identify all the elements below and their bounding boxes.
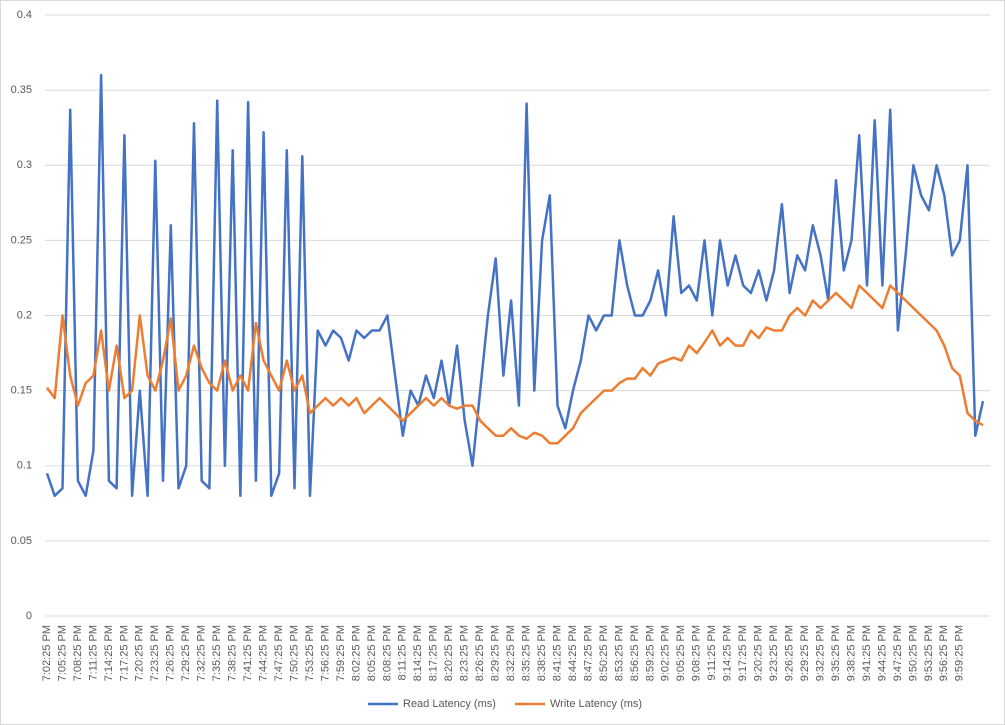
x-tick-label: 8:56:25 PM	[629, 625, 641, 681]
x-tick-label: 9:14:25 PM	[722, 625, 734, 681]
y-tick-label: 0	[26, 610, 32, 622]
x-tick-label: 9:38:25 PM	[845, 625, 857, 681]
x-tick-label: 8:53:25 PM	[613, 625, 625, 681]
x-tick-label: 7:59:25 PM	[335, 625, 347, 681]
x-tick-label: 7:47:25 PM	[273, 625, 285, 681]
x-tick-label: 7:38:25 PM	[227, 625, 239, 681]
x-tick-label: 8:23:25 PM	[459, 625, 471, 681]
x-tick-label: 7:56:25 PM	[319, 625, 331, 681]
x-tick-label: 9:11:25 PM	[706, 625, 718, 680]
x-tick-label: 8:17:25 PM	[428, 625, 440, 681]
data-line	[45, 284, 984, 445]
x-tick-label: 8:35:25 PM	[521, 625, 533, 681]
x-tick-label: 7:14:25 PM	[103, 625, 115, 681]
x-tick-label: 8:02:25 PM	[350, 625, 362, 681]
x-tick-label: 7:17:25 PM	[118, 625, 130, 681]
x-tick-label: 8:05:25 PM	[366, 625, 378, 681]
x-tick-label: 7:08:25 PM	[72, 625, 84, 681]
x-tick-label: 8:29:25 PM	[490, 625, 502, 681]
x-tick-label: 8:38:25 PM	[536, 625, 548, 681]
y-tick-label: 0.15	[11, 385, 32, 397]
y-tick-label: 0.35	[11, 84, 32, 96]
x-tick-label: 7:26:25 PM	[165, 625, 177, 681]
x-tick-label: 9:41:25 PM	[861, 625, 873, 681]
x-tick-label: 9:29:25 PM	[799, 625, 811, 681]
x-tick-label: 8:14:25 PM	[412, 625, 424, 681]
x-tick-label: 7:11:25 PM	[87, 625, 99, 680]
x-tick-label: 9:02:25 PM	[660, 625, 672, 681]
legend-label: Read Latency (ms)	[403, 698, 496, 710]
x-tick-label: 9:35:25 PM	[830, 625, 842, 681]
x-tick-label: 9:17:25 PM	[737, 625, 749, 681]
x-tick-label: 9:59:25 PM	[954, 625, 966, 681]
y-tick-label: 0.2	[17, 309, 32, 321]
x-tick-label: 7:35:25 PM	[211, 625, 223, 681]
x-tick-label: 8:47:25 PM	[582, 625, 594, 681]
x-tick-label: 8:08:25 PM	[381, 625, 393, 681]
x-tick-label: 7:23:25 PM	[149, 625, 161, 681]
x-tick-label: 9:44:25 PM	[876, 625, 888, 681]
x-tick-label: 9:23:25 PM	[768, 625, 780, 681]
x-tick-label: 9:05:25 PM	[675, 625, 687, 681]
y-tick-label: 0.4	[17, 9, 32, 21]
x-tick-label: 8:26:25 PM	[474, 625, 486, 681]
x-tick-label: 8:44:25 PM	[567, 625, 579, 681]
x-tick-label: 9:32:25 PM	[814, 625, 826, 681]
x-tick-label: 9:53:25 PM	[923, 625, 935, 681]
x-tick-label: 8:20:25 PM	[443, 625, 455, 681]
legend-label: Write Latency (ms)	[550, 698, 642, 710]
x-tick-label: 9:50:25 PM	[907, 625, 919, 681]
x-tick-label: 9:08:25 PM	[691, 625, 703, 681]
y-tick-label: 0.1	[17, 460, 32, 472]
y-tick-label: 0.25	[11, 234, 32, 246]
x-tick-label: 7:02:25 PM	[41, 625, 53, 681]
x-tick-label: 9:20:25 PM	[753, 625, 765, 681]
x-tick-label: 7:20:25 PM	[134, 625, 146, 681]
x-tick-label: 7:05:25 PM	[56, 625, 68, 681]
x-tick-label: 8:11:25 PM	[397, 625, 409, 680]
x-tick-label: 7:44:25 PM	[258, 625, 270, 681]
x-tick-label: 8:41:25 PM	[551, 625, 563, 681]
data-line	[45, 73, 985, 498]
x-tick-label: 9:56:25 PM	[938, 625, 950, 681]
x-tick-label: 8:59:25 PM	[644, 625, 656, 681]
x-tick-label: 7:32:25 PM	[196, 625, 208, 681]
x-tick-label: 9:47:25 PM	[892, 625, 904, 681]
x-tick-label: 7:53:25 PM	[304, 625, 316, 681]
x-tick-label: 7:29:25 PM	[180, 625, 192, 681]
x-tick-label: 9:26:25 PM	[784, 625, 796, 681]
y-tick-label: 0.3	[17, 159, 32, 171]
x-tick-label: 8:50:25 PM	[598, 625, 610, 681]
y-tick-label: 0.05	[11, 535, 32, 547]
x-tick-label: 8:32:25 PM	[505, 625, 517, 681]
x-tick-label: 7:41:25 PM	[242, 625, 254, 681]
x-tick-label: 7:50:25 PM	[288, 625, 300, 681]
